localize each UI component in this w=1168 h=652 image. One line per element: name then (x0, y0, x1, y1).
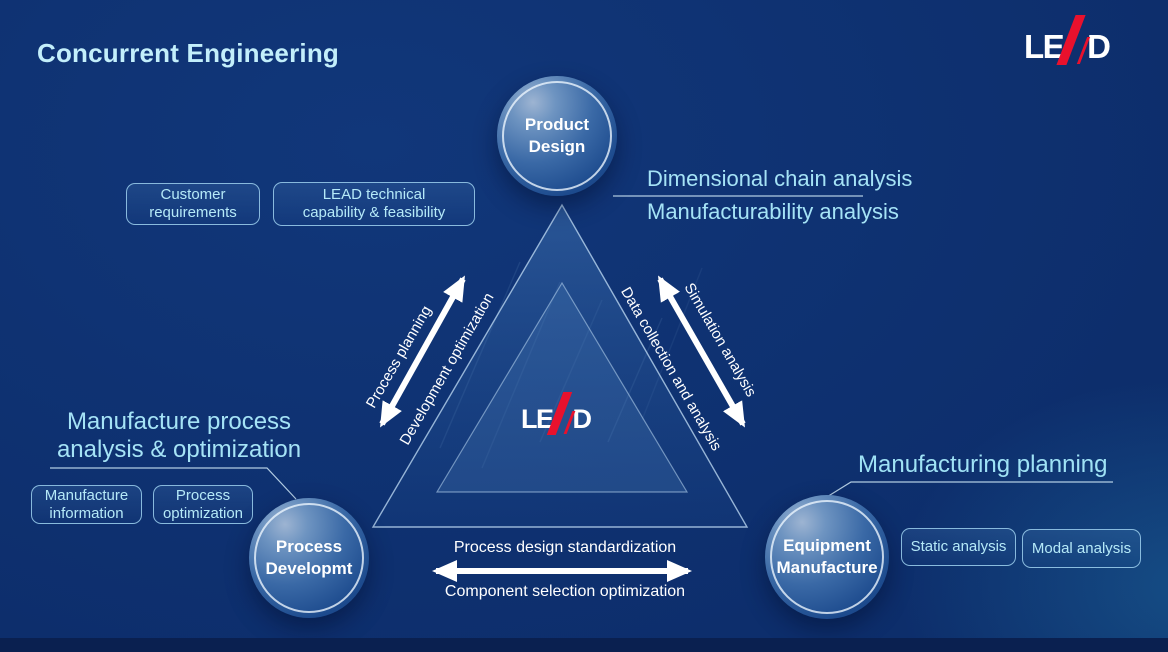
process-optimization-box: Process optimization (153, 485, 253, 524)
logo-text-d: D (572, 404, 593, 434)
right-heading-leader (821, 481, 1113, 501)
customer-line1: Customer (160, 186, 226, 203)
process-development-line1: Process (275, 537, 343, 556)
modal-analysis-label: Modal analysis (1031, 539, 1132, 557)
manufacture-information-line1: Manufacture (44, 486, 129, 504)
static-analysis-label: Static analysis (910, 538, 1007, 555)
process-development-node: Process Developmt (249, 498, 369, 618)
product-design-node: Product Design (497, 76, 617, 196)
manufacture-information-box: Manufacture information (31, 485, 142, 524)
manufacturing-planning-heading: Manufacturing planning (858, 451, 1108, 478)
page-title: Concurrent Engineering (37, 38, 339, 68)
equipment-manufacture-line2: Manufacture (776, 558, 878, 577)
manufacture-process-heading: Manufacture process analysis & optimizat… (18, 408, 340, 464)
right-double-arrow (657, 275, 746, 428)
lead-technical-line2: capability & feasibility (302, 204, 446, 221)
left-double-arrow (379, 275, 466, 428)
product-design-line2: Design (528, 137, 586, 156)
process-optimization-line2: optimization (162, 504, 244, 522)
left-heading-leader (50, 467, 297, 500)
bottom-bar (0, 638, 1168, 652)
logo-red-slash-icon (1056, 15, 1091, 65)
dimensional-chain-analysis-text: Dimensional chain analysis (647, 166, 913, 191)
process-design-standardization-label: Process design standardization (453, 539, 677, 556)
lead-technical-box: LEAD technical capability & feasibility (273, 182, 475, 226)
static-analysis-box: Static analysis (901, 528, 1016, 566)
lead-logo: LE D (1024, 15, 1111, 66)
manufacturability-analysis-text: Manufacturability analysis (647, 199, 899, 224)
process-development-line2: Developmt (265, 559, 353, 578)
logo-red-slash-icon (546, 392, 575, 435)
process-development-label: Process Developmt (266, 536, 353, 580)
callout-lines (50, 195, 1113, 501)
manufacture-information-line2: information (49, 504, 124, 522)
product-design-label: Product Design (525, 114, 589, 158)
product-design-line1: Product (524, 115, 590, 134)
flow-arrows (379, 275, 746, 582)
lead-logo-center: LE D (521, 392, 593, 435)
inner-triangle (435, 281, 689, 493)
modal-analysis-box: Modal analysis (1022, 529, 1141, 568)
equipment-manufacture-line1: Equipment (783, 536, 871, 555)
outer-triangle (371, 203, 749, 528)
component-selection-optimization-label: Component selection optimization (444, 583, 686, 600)
equipment-manufacture-node: Equipment Manufacture (765, 495, 889, 619)
lead-technical-line1: LEAD technical (322, 186, 426, 203)
equipment-manufacture-label: Equipment Manufacture (776, 535, 877, 579)
manufacture-process-line2: analysis & optimization (56, 436, 302, 463)
customer-requirements-box: Customer requirements (126, 183, 260, 225)
logo-text-d: D (1087, 28, 1111, 65)
manufacture-process-line1: Manufacture process (66, 408, 292, 435)
process-optimization-line1: Process (175, 486, 231, 504)
customer-line2: requirements (149, 204, 237, 221)
